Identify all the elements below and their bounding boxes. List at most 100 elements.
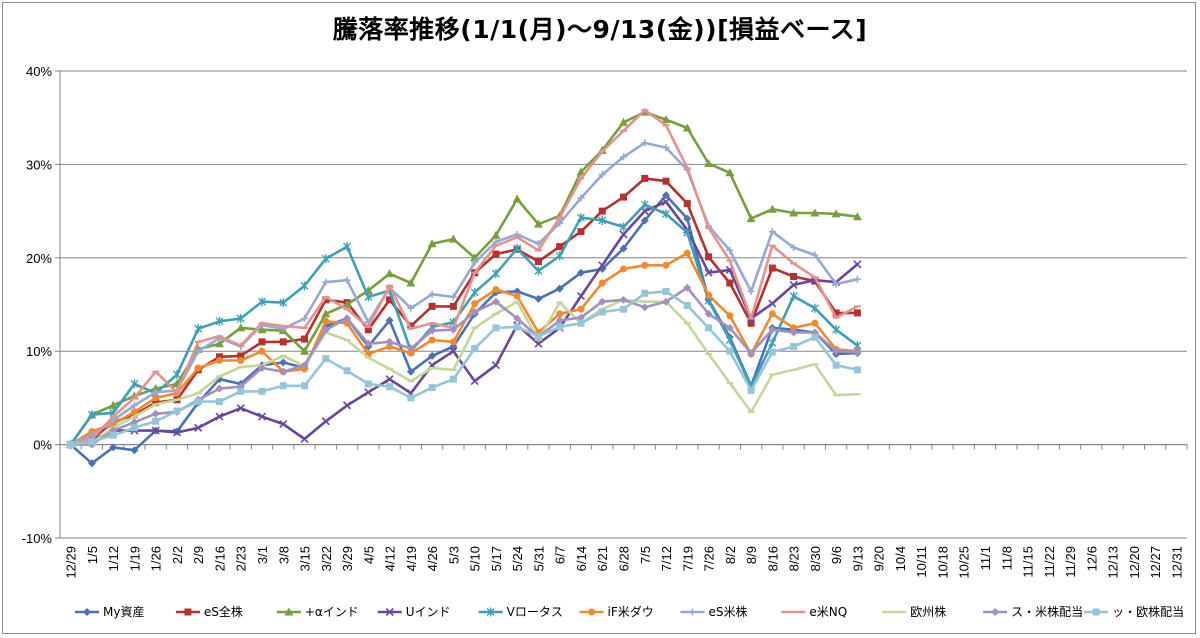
x-tick-label: 3/15 xyxy=(298,546,313,571)
data-point xyxy=(407,304,415,312)
data-point xyxy=(641,261,649,269)
data-point xyxy=(832,280,840,288)
x-tick-label: 10/11 xyxy=(914,546,929,578)
data-point xyxy=(449,293,457,301)
data-point xyxy=(215,357,223,365)
legend-label: 欧州株 xyxy=(910,604,946,619)
data-point xyxy=(576,167,586,176)
data-point xyxy=(449,338,457,346)
data-point xyxy=(555,316,564,325)
data-point xyxy=(427,239,437,248)
data-point xyxy=(194,364,202,372)
data-point xyxy=(683,283,692,292)
data-point xyxy=(428,290,436,298)
data-point xyxy=(152,417,160,425)
series-line xyxy=(69,203,859,446)
data-point xyxy=(301,315,309,323)
data-point xyxy=(321,417,330,426)
data-point xyxy=(130,408,138,416)
data-point xyxy=(811,251,819,259)
data-point xyxy=(683,249,691,257)
data-point xyxy=(683,228,692,238)
data-point xyxy=(237,357,245,365)
legend-marker xyxy=(385,607,394,617)
data-point xyxy=(492,324,500,332)
data-point xyxy=(852,212,862,221)
data-point xyxy=(768,348,776,356)
x-tick-label: 11/29 xyxy=(1063,546,1078,578)
series-line xyxy=(69,193,858,465)
legend-item: +αインド xyxy=(276,605,359,619)
legend-label: iF米ダウ xyxy=(608,604,654,619)
data-point xyxy=(619,244,628,253)
y-tick-label: 10% xyxy=(26,344,52,359)
data-point xyxy=(386,383,394,391)
data-point xyxy=(556,310,564,318)
data-point xyxy=(279,338,287,346)
data-point xyxy=(173,407,181,415)
data-point xyxy=(512,194,522,203)
data-point xyxy=(790,324,798,332)
data-point xyxy=(322,278,330,286)
data-point xyxy=(598,297,607,306)
data-point xyxy=(258,297,267,307)
data-point xyxy=(533,219,543,228)
data-point xyxy=(491,297,500,306)
data-point xyxy=(704,309,713,318)
x-tick-label: 4/5 xyxy=(361,546,376,564)
data-point xyxy=(767,204,777,213)
y-axis-ticks: -10% 0% 10% 20% 30% 40% xyxy=(22,64,60,546)
data-point xyxy=(279,367,288,376)
data-point xyxy=(215,384,224,393)
legend-item: Vロータス xyxy=(478,605,563,619)
series-1 xyxy=(66,191,862,468)
x-tick-label: 10/25 xyxy=(957,546,972,579)
x-tick-label: 11/22 xyxy=(1042,546,1057,578)
legend-item: ス・米株配当 xyxy=(983,604,1083,619)
legend-marker xyxy=(184,608,192,616)
data-point xyxy=(598,207,606,215)
data-point xyxy=(491,361,500,370)
legend-item: ッ・欧株配当 xyxy=(1084,604,1184,619)
legend-item: 欧州株 xyxy=(882,604,946,619)
x-tick-label: 6/28 xyxy=(617,546,632,571)
data-point xyxy=(109,431,117,439)
legend-label: My資産 xyxy=(103,604,144,619)
data-point xyxy=(598,308,606,316)
data-point xyxy=(151,409,160,418)
data-point xyxy=(853,366,861,374)
legend-item: eS米株 xyxy=(680,604,747,619)
data-point xyxy=(215,353,223,361)
data-point xyxy=(215,316,224,326)
series-line xyxy=(70,286,858,446)
data-point xyxy=(853,275,861,283)
x-tick-label: 5/31 xyxy=(531,546,546,571)
x-tick-label: 1/19 xyxy=(127,546,142,571)
data-point xyxy=(620,265,627,273)
x-tick-label: 3/1 xyxy=(255,546,270,564)
data-point xyxy=(832,325,841,335)
data-point xyxy=(492,250,500,258)
data-point xyxy=(449,302,457,310)
legend-label: Vロータス xyxy=(507,605,563,619)
data-point xyxy=(662,209,671,219)
data-point xyxy=(746,214,756,223)
data-point xyxy=(768,338,777,348)
series-line xyxy=(69,251,858,446)
x-tick-label: 8/30 xyxy=(808,546,823,571)
data-point xyxy=(577,194,585,202)
x-tick-label: 11/8 xyxy=(999,546,1014,570)
data-point xyxy=(556,243,564,251)
data-point xyxy=(471,344,479,352)
data-point xyxy=(620,305,627,313)
x-tick-label: 10/18 xyxy=(935,546,950,579)
series-line xyxy=(70,141,858,446)
data-point xyxy=(640,216,649,225)
data-point xyxy=(768,325,777,334)
data-point xyxy=(321,254,330,264)
chart-title: 騰落率推移(1/1(月)～9/13(金))[損益ベース] xyxy=(332,15,868,44)
x-tick-label: 4/19 xyxy=(404,546,419,571)
x-tick-label: 11/15 xyxy=(1021,546,1036,578)
x-tick-label: 9/13 xyxy=(850,546,865,571)
data-point xyxy=(279,358,288,367)
